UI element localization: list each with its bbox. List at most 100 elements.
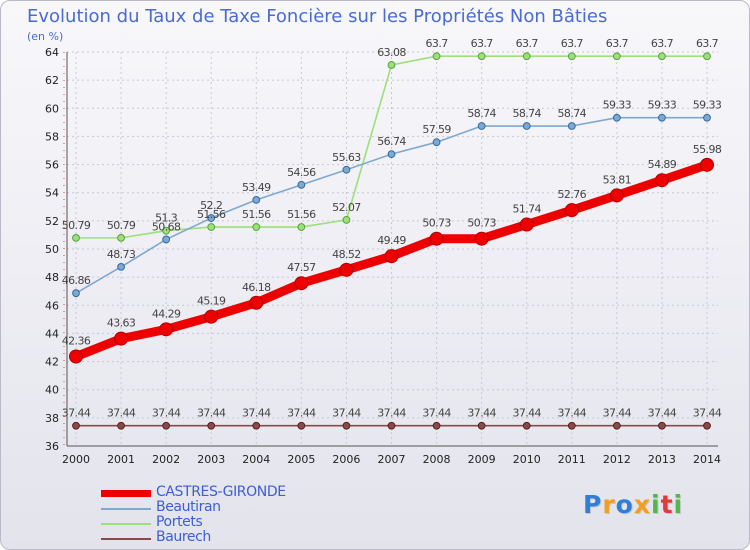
y-tick-label: 54	[45, 187, 59, 200]
legend-label-beautiran: Beautiran	[156, 499, 221, 515]
data-label: 59.33	[648, 99, 677, 112]
data-point	[252, 223, 261, 231]
x-tick-label: 2000	[62, 453, 90, 466]
data-label: 57.59	[422, 123, 451, 136]
data-label: 53.81	[603, 173, 632, 186]
logo-letter: i	[673, 490, 684, 519]
data-label: 45.19	[197, 295, 226, 308]
data-label: 63.7	[516, 37, 539, 50]
logo-letter: x	[633, 490, 651, 519]
data-label: 43.63	[107, 317, 136, 330]
data-label: 63.7	[471, 37, 494, 50]
logo-letter: r	[602, 490, 616, 519]
data-label: 37.44	[467, 407, 496, 420]
data-label: 37.44	[377, 407, 406, 420]
data-label: 58.74	[467, 107, 496, 120]
data-label: 63.7	[606, 37, 629, 50]
data-label: 50.79	[107, 219, 136, 232]
x-tick-label: 2006	[332, 453, 360, 466]
data-point	[522, 52, 531, 61]
data-point	[519, 217, 534, 232]
legend-label-portets: Portets	[156, 514, 203, 530]
data-label: 59.33	[693, 99, 722, 112]
data-point	[612, 421, 621, 430]
data-label: 52.76	[558, 188, 587, 201]
data-label: 56.74	[377, 135, 406, 148]
data-point	[432, 52, 441, 61]
data-label: 37.44	[512, 407, 541, 420]
data-label: 37.44	[422, 407, 451, 420]
legend-swatch-portets	[101, 523, 151, 525]
series-baurech	[72, 421, 711, 430]
data-point	[387, 150, 396, 159]
data-label: 37.44	[558, 407, 587, 420]
x-tick-label: 2011	[558, 453, 586, 466]
data-label: 48.73	[107, 248, 136, 261]
y-tick-label: 46	[45, 299, 59, 312]
data-point	[297, 223, 306, 231]
data-point	[72, 233, 80, 242]
data-point	[609, 188, 624, 203]
data-label: 37.44	[107, 407, 136, 420]
data-label: 51.74	[512, 203, 541, 216]
x-tick-label: 2010	[513, 453, 541, 466]
x-tick-label: 2002	[152, 453, 180, 466]
data-label: 63.7	[651, 37, 674, 50]
data-label: 37.44	[62, 407, 91, 420]
data-label: 53.49	[242, 181, 271, 194]
data-point	[432, 421, 441, 430]
data-point	[477, 421, 486, 430]
data-point	[252, 421, 261, 430]
data-point	[612, 113, 621, 122]
x-tick-label: 2008	[423, 453, 451, 466]
logo-letter: i	[651, 490, 661, 519]
data-point	[522, 421, 531, 430]
data-label: 37.44	[242, 407, 271, 420]
series-portets	[72, 52, 711, 242]
proxiti-logo: Proxiti	[583, 490, 683, 519]
data-point	[117, 421, 125, 430]
data-label: 50.73	[467, 217, 496, 230]
data-point	[384, 249, 399, 264]
y-tick-label: 48	[45, 271, 59, 284]
data-point	[117, 233, 125, 242]
data-label-layer: 42.36 43.63 44.29 45.19 46.18 47.57 48.52 49.49…	[62, 37, 723, 420]
data-label: 51.3	[155, 212, 178, 225]
data-label: 63.7	[426, 37, 449, 50]
data-label: 58.74	[558, 107, 587, 120]
data-label: 54.89	[648, 158, 677, 171]
data-point	[72, 289, 80, 298]
data-label: 50.68	[152, 220, 181, 233]
data-point	[249, 295, 264, 310]
data-label: 52.2	[200, 199, 222, 212]
data-point	[703, 113, 711, 122]
data-point	[567, 52, 576, 61]
y-tick-label: 42	[45, 356, 59, 369]
y-tick-label: 64	[45, 46, 59, 59]
data-point	[703, 421, 711, 430]
x-tick-label: 2012	[603, 453, 631, 466]
data-point	[342, 421, 351, 430]
data-label: 44.29	[152, 307, 181, 320]
y-tick-label: 56	[45, 159, 59, 172]
logo-letter: P	[583, 490, 603, 519]
legend-swatch-beautiran	[101, 508, 151, 510]
chart-unit-label: (en %)	[27, 30, 64, 43]
data-label: 51.56	[242, 208, 271, 221]
data-point	[477, 122, 486, 130]
data-point	[654, 173, 669, 188]
chart-title: Evolution du Taux de Taxe Foncière sur l…	[27, 6, 608, 27]
y-tick-label: 58	[45, 130, 59, 143]
data-label: 63.08	[377, 46, 406, 59]
data-point	[207, 223, 216, 231]
data-label: 46.86	[62, 274, 91, 287]
x-tick-label: 2007	[378, 453, 406, 466]
data-label: 47.57	[287, 261, 316, 274]
data-point	[522, 122, 531, 130]
data-point	[387, 421, 396, 430]
data-label: 59.33	[603, 99, 632, 112]
data-point	[204, 309, 219, 324]
logo-letter: t	[660, 490, 674, 519]
y-tick-label: 40	[45, 384, 59, 397]
